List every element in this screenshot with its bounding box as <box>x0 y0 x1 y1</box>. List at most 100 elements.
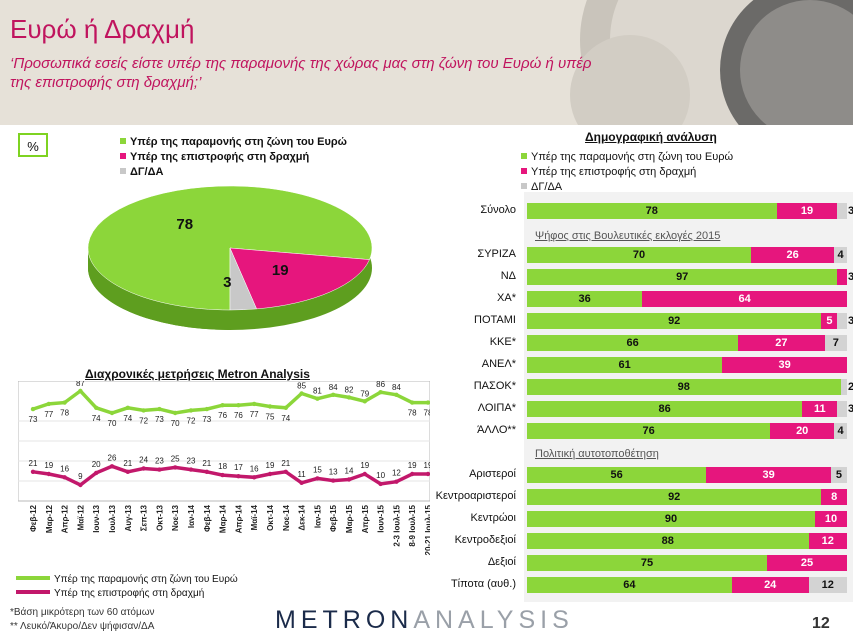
bar-segment: 86 <box>527 401 803 417</box>
legend-label: Υπέρ της παραμονής στη ζώνη του Ευρώ <box>130 136 347 148</box>
data-label: 77 <box>44 410 53 419</box>
bar-segment: 61 <box>527 357 723 373</box>
stacked-bar: 70 26 4 <box>527 247 847 263</box>
bar-segment: 25 <box>767 555 847 571</box>
data-label: 9 <box>78 472 83 481</box>
series-line <box>32 388 428 415</box>
trend-chart: 73 77 78 87 74 70 74 72 73 70 72 73 76 76 77 75 74 85 81 84… <box>18 381 430 555</box>
data-point <box>283 405 288 410</box>
pie-legend: Υπέρ της παραμονής στη ζώνη του Ευρώ Υπέ… <box>120 135 347 180</box>
stacked-bar: 61 39 <box>527 357 847 373</box>
demographic-legend: Υπέρ της παραμονής στη ζώνη του Ευρώ Υπέ… <box>521 150 733 195</box>
bar-segment: 90 <box>527 511 815 527</box>
data-label: 70 <box>108 419 117 428</box>
x-tick-label: Οκτ-14 <box>266 504 275 530</box>
data-label: 21 <box>281 459 290 468</box>
data-point <box>362 399 367 404</box>
x-tick-label: Φεβ-12 <box>29 504 38 531</box>
pie-legend-item: ΔΓ/ΔΑ <box>120 165 347 180</box>
bar-segment-label: 3 <box>847 203 853 219</box>
bar-segment: 75 <box>527 555 767 571</box>
data-point <box>141 408 146 413</box>
data-label: 20 <box>92 460 101 469</box>
data-label: 21 <box>29 459 38 468</box>
legend-swatch <box>521 153 527 159</box>
data-label: 84 <box>329 383 338 392</box>
data-label: 76 <box>218 411 227 420</box>
bar-segment: 27 <box>738 335 825 351</box>
legend-label: Υπέρ της παραμονής στη ζώνη του Ευρώ <box>54 574 238 585</box>
data-label: 72 <box>139 416 148 425</box>
bar-category-label: Αριστεροί <box>469 468 516 480</box>
bar-segment: 97 <box>527 269 838 285</box>
pie-legend-item: Υπέρ της επιστροφής στη δραχμή <box>120 150 347 165</box>
bar-category-label: ΛΟΙΠΑ* <box>477 402 516 414</box>
legend-label: ΔΓ/ΔΑ <box>130 166 164 178</box>
x-tick-label: Μαϊ-12 <box>76 504 85 530</box>
data-label: 19 <box>44 461 53 470</box>
x-tick-label: Ιουν-15 <box>377 504 386 532</box>
data-label: 24 <box>139 456 148 465</box>
data-label: 82 <box>345 385 354 394</box>
data-point <box>188 408 194 413</box>
pie-slice <box>229 247 370 310</box>
data-point <box>299 391 304 396</box>
data-point <box>173 410 178 416</box>
data-point <box>204 406 209 412</box>
data-label: 74 <box>123 414 132 423</box>
bar-category-label: ΑΝΕΛ* <box>481 358 516 370</box>
bar-segment-label: 3 <box>847 401 853 417</box>
stacked-bar: 36 64 <box>527 291 847 307</box>
pie-slice-side <box>88 248 230 330</box>
bar-segment: 39 <box>706 467 831 483</box>
data-label: 13 <box>329 468 338 477</box>
pie-data-label: 19 <box>272 262 289 279</box>
x-tick-label: 2-3 Ιουλ-15 <box>392 504 401 546</box>
stacked-bar: 88 12 <box>527 533 847 549</box>
bar-category-label: ΧΑ* <box>497 292 516 304</box>
bar-category-label: ΚΚΕ* <box>489 336 516 348</box>
bar-category-label: Τίποτα (αυθ.) <box>450 578 516 590</box>
legend-line-swatch <box>16 576 50 580</box>
x-tick-label: Δεκ-14 <box>298 504 307 530</box>
bar-segment-label: 3 <box>847 269 853 285</box>
legend-label: Υπέρ της επιστροφής στη δραχμή <box>531 166 697 178</box>
data-point <box>220 403 225 408</box>
data-label: 86 <box>376 381 385 389</box>
bar-segment-label: 2 <box>847 379 853 395</box>
bar-segment: 56 <box>527 467 707 483</box>
x-tick-label: Οκτ-13 <box>155 504 164 530</box>
data-point <box>299 480 304 485</box>
x-tick-label: Απρ-15 <box>361 504 370 533</box>
data-label: 17 <box>234 463 243 472</box>
data-label: 85 <box>297 382 306 391</box>
bar-segment: 20 <box>770 423 835 439</box>
trend-chart-title: Διαχρονικές μετρήσεις Metron Analysis <box>85 367 310 381</box>
bar-category-label: Δεξιοί <box>487 556 516 568</box>
bar-segment: 5 <box>830 467 847 483</box>
data-label: 19 <box>424 461 430 470</box>
data-label: 78 <box>424 409 430 418</box>
stacked-bar: 97 3 <box>527 269 853 285</box>
bar-segment: 4 <box>834 247 847 263</box>
bar-segment: 70 <box>527 247 751 263</box>
x-tick-label: Φεβ-14 <box>203 504 212 531</box>
data-label: 15 <box>313 465 322 474</box>
x-tick-label: Νοε-13 <box>171 504 180 531</box>
legend-label: Υπέρ της επιστροφής στη δραχμή <box>130 151 310 163</box>
data-point <box>62 400 67 405</box>
legend-label: Υπέρ της επιστροφής στη δραχμή <box>54 588 205 599</box>
legend-swatch <box>521 183 527 189</box>
data-label: 19 <box>360 461 369 470</box>
data-point <box>394 479 399 484</box>
bar-segment: 8 <box>821 489 847 505</box>
legend-label: ΔΓ/ΔΑ <box>531 181 563 193</box>
trend-legend: Υπέρ της παραμονής στη ζώνη του Ευρώ Υπέ… <box>16 573 238 601</box>
bar-segment: 39 <box>722 357 847 373</box>
data-label: 10 <box>376 471 385 480</box>
data-point <box>62 475 67 480</box>
header-banner: Ευρώ ή Δραχμή ‘Προσωπικά εσείς είστε υπέ… <box>0 0 853 125</box>
data-label: 76 <box>234 411 243 420</box>
